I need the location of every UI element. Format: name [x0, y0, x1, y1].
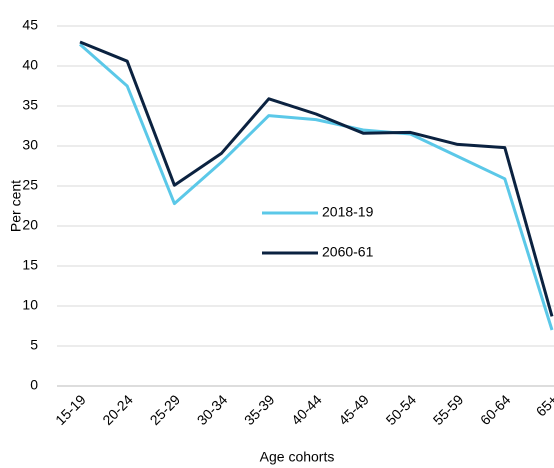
- x-tick-label: 35-39: [241, 391, 278, 428]
- x-tick-label: 60-64: [477, 391, 514, 428]
- x-tick-label: 15-19: [52, 391, 89, 428]
- line: [79, 40, 554, 317]
- x-tick-label: 55-59: [430, 391, 467, 428]
- y-tick-label: 0: [30, 377, 38, 393]
- y-tick-label: 25: [22, 177, 38, 193]
- y-tick-label: 40: [22, 57, 38, 73]
- y-tick-label: 20: [22, 217, 38, 233]
- x-tick-label: 30-34: [194, 391, 231, 428]
- x-tick-label: 50-54: [383, 391, 420, 428]
- y-axis-label: Per cent: [8, 180, 24, 232]
- y-tick-label: 45: [22, 17, 38, 33]
- y-tick-label: 35: [22, 97, 38, 113]
- y-tick-label: 5: [30, 337, 38, 353]
- x-tick-label: 45-49: [335, 391, 372, 428]
- y-tick-label: 10: [22, 297, 38, 313]
- x-axis-label: Age cohorts: [260, 449, 335, 465]
- x-tick-label: 25-29: [147, 391, 184, 428]
- y-tick-label: 30: [22, 137, 38, 153]
- y-tick-label: 15: [22, 257, 38, 273]
- legend-label: 2018-19: [322, 204, 374, 220]
- line: [79, 43, 554, 331]
- x-tick-label: 40-44: [288, 391, 325, 428]
- x-tick-label: 65+: [533, 391, 554, 419]
- x-tick-label: 20-24: [99, 391, 136, 428]
- legend-label: 2060-61: [322, 244, 374, 260]
